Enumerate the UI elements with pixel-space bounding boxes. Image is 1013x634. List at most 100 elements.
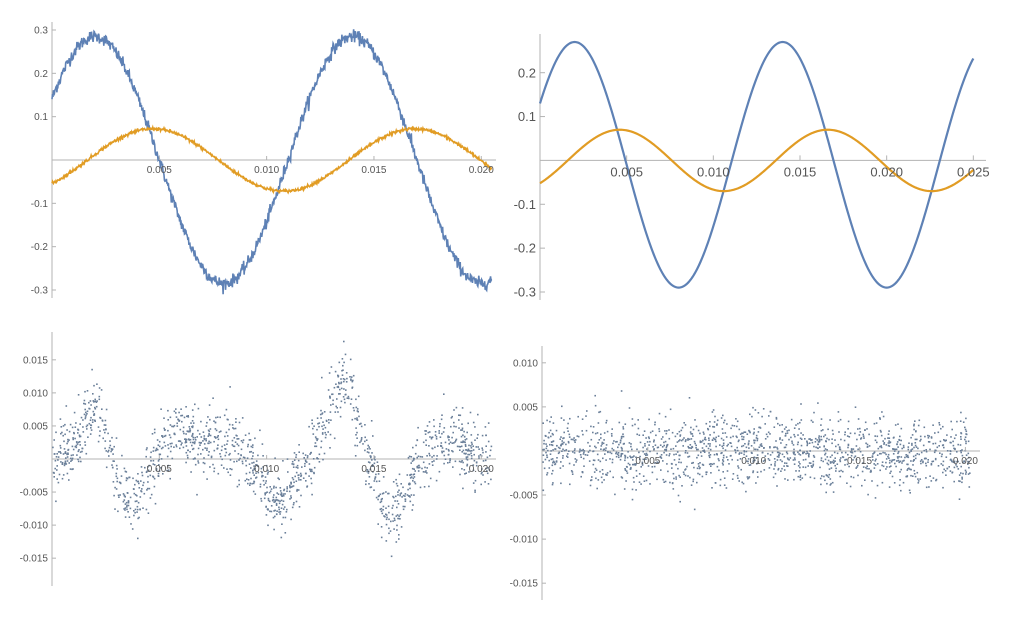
scatter-point: [798, 461, 800, 463]
scatter-point: [831, 454, 833, 457]
scatter-point: [741, 432, 743, 434]
scatter-point: [127, 501, 130, 504]
scatter-point: [844, 459, 846, 461]
scatter-point: [914, 457, 917, 460]
scatter-point: [914, 438, 917, 441]
scatter-point: [910, 450, 912, 452]
scatter-point: [722, 460, 725, 463]
scatter-point: [665, 454, 668, 456]
scatter-point: [390, 555, 393, 558]
scatter-point: [907, 463, 909, 466]
scatter-point: [787, 458, 789, 461]
scatter-point: [640, 466, 642, 468]
scatter-point: [416, 466, 419, 469]
scatter-point: [219, 455, 222, 458]
scatter-point: [172, 425, 175, 428]
scatter-point: [330, 366, 333, 368]
scatter-point: [615, 452, 617, 455]
scatter-point: [272, 516, 275, 519]
scatter-point: [887, 437, 889, 439]
scatter-point: [72, 437, 74, 439]
scatter-point: [93, 384, 95, 387]
scatter-point: [730, 427, 732, 430]
scatter-point: [831, 461, 833, 463]
scatter-point: [655, 434, 657, 437]
scatter-point: [951, 428, 953, 431]
scatter-point: [768, 415, 770, 417]
scatter-point: [703, 438, 706, 441]
scatter-point: [254, 493, 257, 495]
scatter-point: [721, 462, 724, 464]
scatter-point: [620, 454, 622, 457]
scatter-point: [550, 435, 552, 438]
scatter-point: [323, 452, 326, 455]
scatter-point: [378, 480, 381, 482]
scatter-point: [663, 481, 665, 483]
scatter-point: [934, 432, 936, 434]
scatter-point: [354, 417, 356, 420]
scatter-point: [199, 444, 201, 446]
scatter-point: [749, 464, 752, 466]
scatter-point: [370, 420, 373, 422]
scatter-point: [956, 420, 958, 423]
scatter-point: [632, 456, 634, 458]
scatter-point: [315, 437, 318, 440]
scatter-point: [293, 481, 295, 484]
scatter-point: [813, 477, 816, 480]
scatter-point: [705, 422, 708, 425]
scatter-point: [472, 445, 474, 447]
scatter-point: [826, 462, 829, 465]
scatter-point: [830, 482, 832, 485]
scatter-point: [208, 430, 211, 433]
scatter-point: [547, 436, 550, 439]
y-tick-label: -0.3: [31, 286, 49, 297]
x-tick-label: 0.010: [697, 164, 730, 179]
scatter-point: [888, 430, 890, 432]
scatter-point: [439, 425, 441, 428]
scatter-point: [435, 436, 438, 438]
scatter-point: [226, 468, 228, 470]
scatter-point: [563, 437, 565, 439]
scatter-point: [114, 486, 116, 489]
scatter-point: [429, 436, 431, 438]
scatter-point: [738, 428, 741, 431]
scatter-point: [652, 446, 654, 448]
scatter-point: [670, 448, 672, 450]
scatter-point: [332, 403, 334, 405]
scatter-point: [234, 441, 237, 443]
scatter-point: [84, 416, 87, 418]
scatter-point: [60, 432, 62, 435]
scatter-point: [206, 447, 208, 450]
scatter-point: [914, 454, 917, 457]
scatter-point: [305, 480, 307, 482]
scatter-point: [838, 448, 841, 450]
scatter-point: [956, 451, 958, 453]
scatter-point: [935, 478, 938, 481]
scatter-point: [811, 466, 813, 468]
scatter-point: [470, 441, 473, 444]
scatter-point: [672, 447, 675, 450]
scatter-point: [137, 517, 139, 520]
scatter-point: [714, 438, 717, 441]
scatter-point: [227, 471, 229, 474]
scatter-point: [253, 474, 255, 476]
scatter-point: [101, 420, 104, 422]
scatter-point: [806, 441, 808, 444]
scatter-point: [558, 451, 561, 454]
scatter-point: [445, 448, 448, 450]
scatter-point: [485, 445, 487, 447]
scatter-point: [264, 492, 266, 494]
scatter-point: [810, 465, 813, 467]
scatter-point: [631, 498, 634, 501]
scatter-point: [565, 443, 567, 446]
scatter-point: [887, 444, 890, 447]
scatter-point: [864, 429, 866, 431]
scatter-point: [625, 480, 627, 482]
scatter-point: [742, 436, 745, 438]
scatter-point: [265, 480, 267, 482]
scatter-point: [364, 424, 366, 426]
scatter-point: [855, 467, 857, 469]
scatter-point: [332, 399, 334, 402]
scatter-point: [549, 429, 552, 432]
scatter-point: [630, 445, 632, 448]
